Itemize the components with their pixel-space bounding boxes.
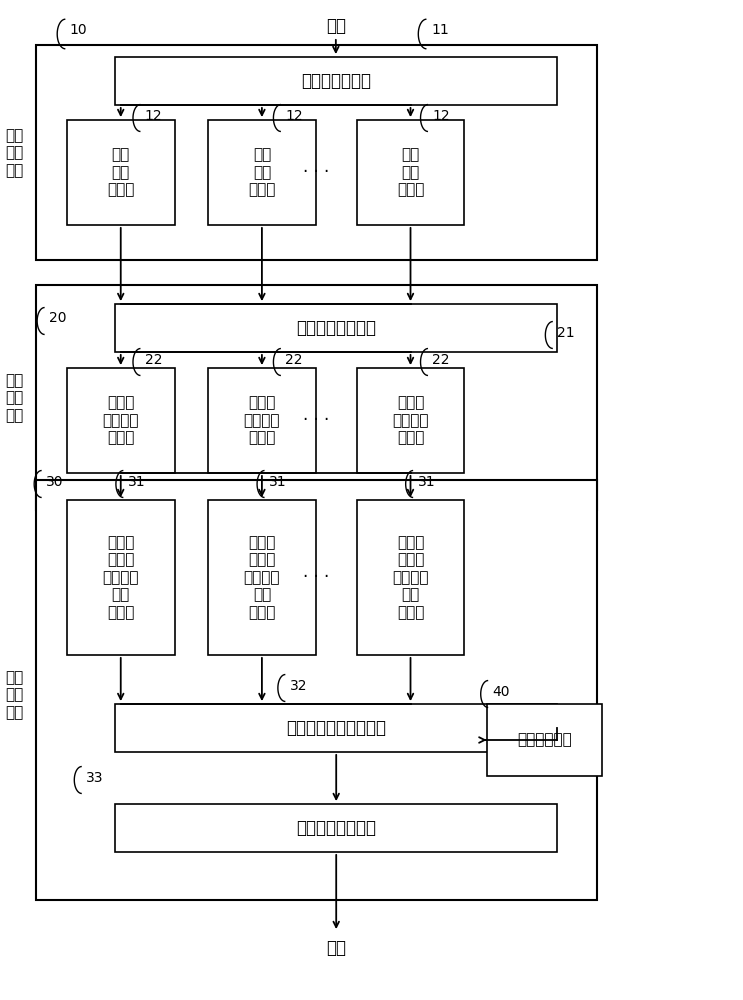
Text: 12: 12 xyxy=(432,109,450,123)
Text: 32: 32 xyxy=(290,679,308,693)
Text: 22: 22 xyxy=(432,353,450,367)
Text: 时延
比较
模块: 时延 比较 模块 xyxy=(5,373,23,423)
Text: 时延
路径
子模块: 时延 路径 子模块 xyxy=(397,148,424,197)
Text: 时延对
时延差
等级权重
计算
子模块: 时延对 时延差 等级权重 计算 子模块 xyxy=(244,535,280,620)
Text: 22: 22 xyxy=(145,353,163,367)
Text: 31: 31 xyxy=(128,475,146,489)
Text: 30: 30 xyxy=(46,475,64,489)
Text: 时延
路径
子模块: 时延 路径 子模块 xyxy=(248,148,276,197)
Text: · · ·: · · · xyxy=(302,568,329,586)
Text: 时延
生成
模块: 时延 生成 模块 xyxy=(5,128,23,178)
Bar xyxy=(67,120,175,225)
Bar xyxy=(115,57,557,105)
Bar xyxy=(208,120,316,225)
Text: 20: 20 xyxy=(49,311,67,325)
Bar xyxy=(36,45,597,260)
Text: 时延差
等级划分
子模块: 时延差 等级划分 子模块 xyxy=(392,396,429,445)
Text: 时延差
等级划分
子模块: 时延差 等级划分 子模块 xyxy=(244,396,280,445)
Text: · · ·: · · · xyxy=(302,411,329,429)
Bar xyxy=(115,704,557,752)
Bar xyxy=(36,285,597,510)
Text: 响应
计算
模块: 响应 计算 模块 xyxy=(5,670,23,720)
Text: 时延对
时延差
等级权重
计算
子模块: 时延对 时延差 等级权重 计算 子模块 xyxy=(392,535,429,620)
Bar xyxy=(357,500,464,655)
Bar xyxy=(357,120,464,225)
Text: 权重和比较子模块: 权重和比较子模块 xyxy=(296,819,376,837)
Text: 12: 12 xyxy=(285,109,303,123)
Bar xyxy=(357,368,464,473)
Text: 31: 31 xyxy=(418,475,435,489)
Bar xyxy=(115,304,557,352)
Text: 时延对
时延差
等级权重
计算
子模块: 时延对 时延差 等级权重 计算 子模块 xyxy=(103,535,139,620)
Text: · · ·: · · · xyxy=(302,163,329,181)
Text: 11: 11 xyxy=(431,23,449,37)
Text: 31: 31 xyxy=(269,475,287,489)
Text: 时延差
等级划分
子模块: 时延差 等级划分 子模块 xyxy=(103,396,139,445)
Text: 激励映射子模块: 激励映射子模块 xyxy=(301,72,372,90)
Bar xyxy=(115,804,557,852)
Text: 时延值配对子模块: 时延值配对子模块 xyxy=(296,319,376,337)
Text: 10: 10 xyxy=(70,23,88,37)
Bar xyxy=(67,500,175,655)
Bar xyxy=(487,704,602,776)
Bar xyxy=(208,368,316,473)
Bar xyxy=(208,500,316,655)
Text: 21: 21 xyxy=(557,326,575,340)
Text: 时延对权重加和子模块: 时延对权重加和子模块 xyxy=(286,719,386,737)
Text: 响应: 响应 xyxy=(326,939,345,957)
Text: 时延
路径
子模块: 时延 路径 子模块 xyxy=(107,148,134,197)
Text: 激励: 激励 xyxy=(326,17,345,35)
Bar xyxy=(67,368,175,473)
Text: 12: 12 xyxy=(145,109,163,123)
Bar xyxy=(36,480,597,900)
Text: 40: 40 xyxy=(493,685,510,699)
Text: 22: 22 xyxy=(285,353,303,367)
Text: 稳定判别模块: 稳定判别模块 xyxy=(517,732,571,748)
Text: 33: 33 xyxy=(86,771,104,785)
